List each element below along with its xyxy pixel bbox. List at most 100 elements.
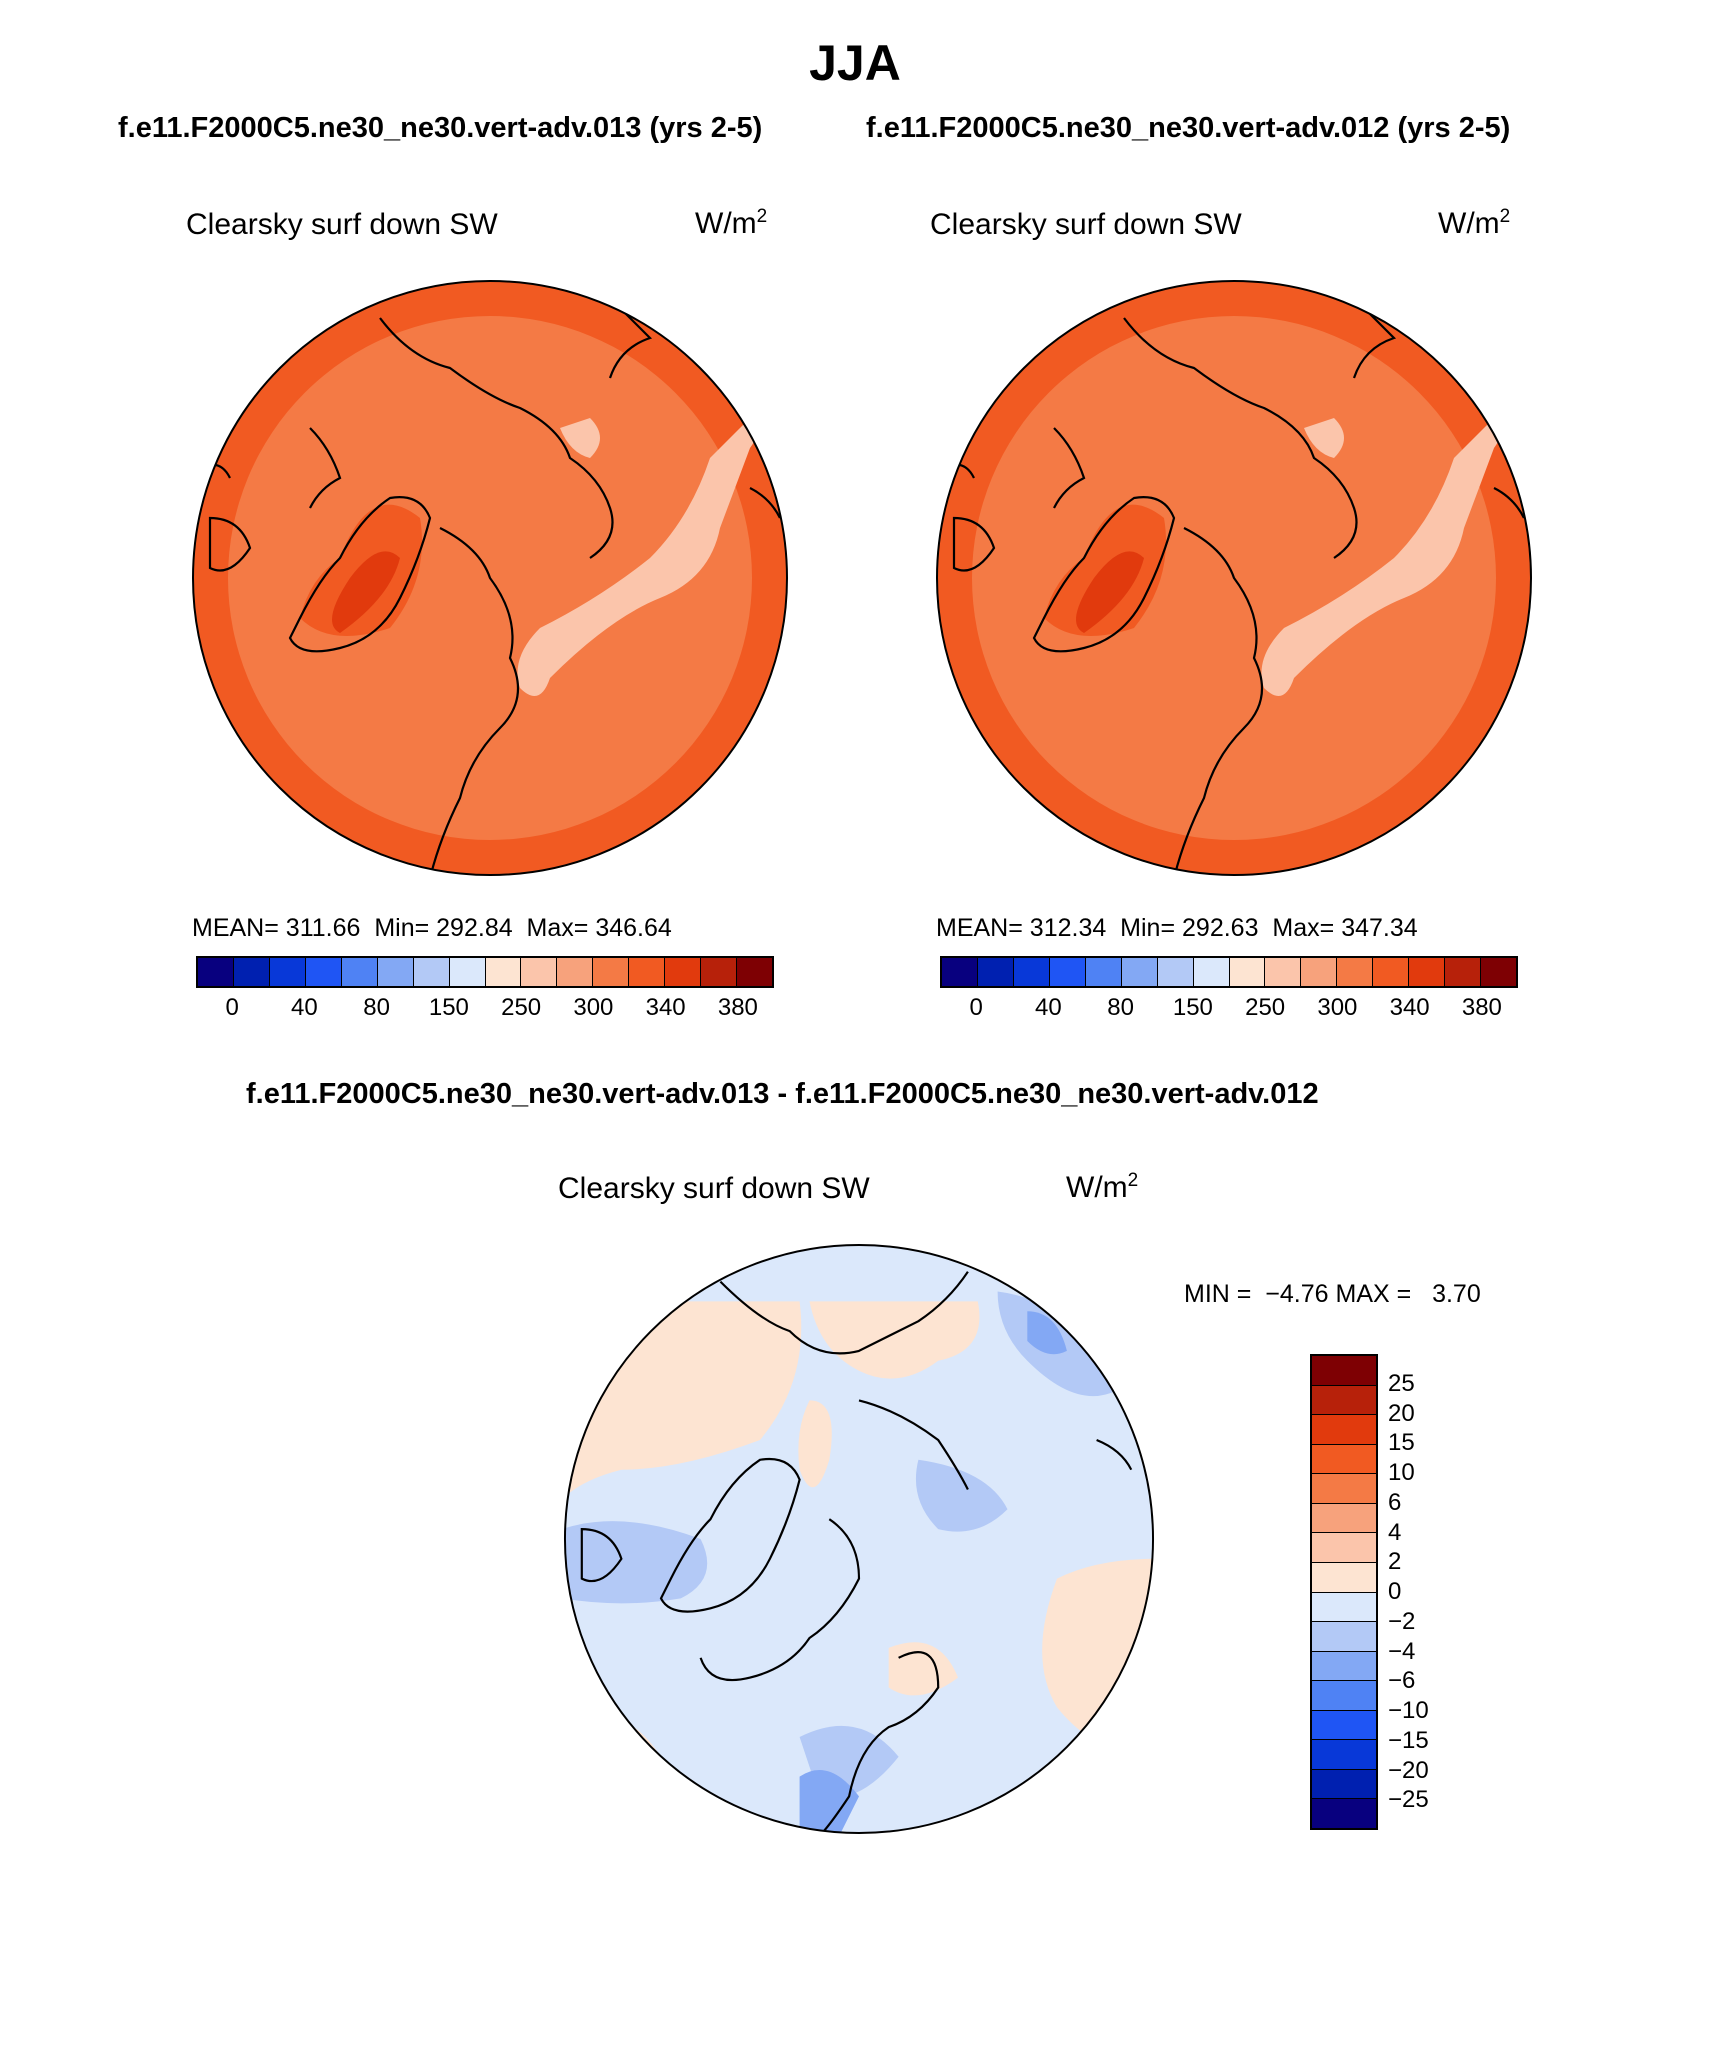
colorbar-panel2-tick-label: 40	[1035, 994, 1062, 1021]
colorbar-panel2-swatch	[1157, 958, 1194, 986]
colorbar-panel2-tick-label: 300	[1317, 994, 1358, 1021]
polar-map-case013	[192, 280, 788, 876]
colorbar-difference-swatch	[1312, 1740, 1376, 1770]
colorbar-panel2-swatch	[1013, 958, 1050, 986]
colorbar-difference-swatch	[1312, 1415, 1376, 1445]
diff-variable-label: Clearsky surf down SW	[558, 1172, 870, 1205]
colorbar-difference-swatch	[1312, 1474, 1376, 1504]
panel1-min-label: Min=	[374, 914, 430, 942]
colorbar-panel1	[196, 956, 774, 988]
diff-max-value: 3.70	[1432, 1280, 1481, 1308]
panel2-variable-label: Clearsky surf down SW	[930, 208, 1242, 241]
colorbar-panel1-swatch	[629, 958, 666, 986]
colorbar-panel2-swatch	[1445, 958, 1482, 986]
polar-map-difference	[563, 1243, 1155, 1835]
colorbar-panel1-tick-label: 0	[225, 994, 239, 1021]
colorbar-difference-tick-label: 4	[1388, 1518, 1402, 1546]
colorbar-difference-swatch	[1312, 1651, 1376, 1682]
diff-max-label: MAX =	[1335, 1280, 1412, 1308]
colorbar-panel1-tick-label: 380	[717, 994, 758, 1021]
colorbar-difference-tick-label: −20	[1388, 1756, 1429, 1784]
panel1-max-value: 346.64	[595, 914, 672, 942]
colorbar-difference-tick-label: 2	[1388, 1548, 1402, 1576]
colorbar-difference-tick-label: −10	[1388, 1697, 1429, 1724]
panel1-units-base: W/m	[695, 207, 757, 240]
colorbar-panel2-swatch	[1373, 958, 1410, 986]
left-case-subtitle: f.e11.F2000C5.ne30_ne30.vert-adv.013 (yr…	[118, 112, 763, 144]
colorbar-difference-tick-label: −4	[1388, 1637, 1416, 1665]
panel1-mean-label: MEAN=	[192, 914, 279, 942]
colorbar-difference-tick-label: 25	[1388, 1369, 1415, 1397]
panel2-min-value: 292.63	[1182, 914, 1259, 942]
diff-subtitle: f.e11.F2000C5.ne30_ne30.vert-adv.013 - f…	[246, 1078, 1319, 1110]
colorbar-difference-swatch	[1312, 1385, 1376, 1416]
panel2-max-value: 347.34	[1341, 914, 1418, 942]
colorbar-panel1-tick-label: 40	[291, 994, 318, 1021]
colorbar-panel1-swatch	[305, 958, 342, 986]
colorbar-panel1-tick-label: 300	[573, 994, 614, 1021]
colorbar-difference-swatch	[1312, 1681, 1376, 1711]
panel2-units: W/m2	[1438, 206, 1510, 241]
colorbar-difference-swatch	[1312, 1503, 1376, 1534]
colorbar-difference-swatch	[1312, 1710, 1376, 1741]
diff-minmax: MIN = −4.76 MAX = 3.70	[1184, 1280, 1481, 1309]
panel1-units: W/m2	[695, 206, 767, 241]
colorbar-panel1-swatch	[521, 958, 558, 986]
colorbar-difference-swatch	[1312, 1592, 1376, 1623]
colorbar-difference-tick-label: 20	[1388, 1399, 1415, 1427]
colorbar-panel1-swatch	[665, 958, 702, 986]
colorbar-panel2-swatch	[1301, 958, 1338, 986]
colorbar-panel1-swatch	[233, 958, 270, 986]
panel2-units-base: W/m	[1438, 207, 1500, 240]
colorbar-difference-tick-label: −2	[1388, 1607, 1416, 1635]
colorbar-panel2-swatch	[1193, 958, 1230, 986]
colorbar-panel2-swatch	[1481, 958, 1516, 986]
diff-min-value: −4.76	[1265, 1280, 1329, 1308]
diff-units-sup: 2	[1127, 1170, 1139, 1191]
diff-min-label: MIN =	[1184, 1280, 1252, 1308]
panel1-variable-label: Clearsky surf down SW	[186, 208, 498, 241]
right-case-subtitle: f.e11.F2000C5.ne30_ne30.vert-adv.012 (yr…	[866, 112, 1511, 144]
panel1-mean-value: 311.66	[285, 914, 361, 942]
colorbar-panel1-swatch	[701, 958, 738, 986]
colorbar-panel2-swatch	[1229, 958, 1266, 986]
polar-map-case012	[936, 280, 1532, 876]
colorbar-difference-ticks: 25 20 15 10 6 4 2 0 −2 −4 −6 −10 −15 −20 −25	[1388, 1354, 1468, 1830]
colorbar-panel1-tick-label: 250	[501, 994, 542, 1021]
panel1-units-sup: 2	[756, 206, 768, 227]
colorbar-panel1-swatch	[269, 958, 306, 986]
colorbar-panel2-swatch	[1337, 958, 1374, 986]
colorbar-panel2-swatch	[942, 958, 978, 986]
colorbar-panel2-ticks: 0 40 80 150 250 300 340 380	[940, 994, 1518, 1024]
colorbar-difference-swatch	[1312, 1533, 1376, 1563]
colorbar-difference-tick-label: 0	[1388, 1578, 1402, 1605]
colorbar-difference-tick-label: 6	[1388, 1488, 1402, 1516]
colorbar-panel2-tick-label: 340	[1389, 994, 1430, 1021]
colorbar-difference	[1310, 1354, 1378, 1830]
colorbar-difference-tick-label: −15	[1388, 1726, 1429, 1754]
colorbar-panel2	[940, 956, 1518, 988]
colorbar-panel2-swatch	[1121, 958, 1158, 986]
colorbar-panel2-swatch	[1085, 958, 1122, 986]
panel2-mean-value: 312.34	[1029, 914, 1107, 942]
colorbar-panel2-tick-label: 80	[1107, 994, 1134, 1021]
colorbar-panel2-tick-label: 0	[969, 994, 983, 1021]
diff-units-base: W/m	[1066, 1171, 1128, 1204]
panel2-mean-label: MEAN=	[936, 914, 1023, 942]
panel1-stats: MEAN= 311.66 Min= 292.84 Max= 346.64	[192, 914, 672, 943]
panel2-stats: MEAN= 312.34 Min= 292.63 Max= 347.34	[936, 914, 1418, 943]
colorbar-panel1-swatch	[377, 958, 414, 986]
colorbar-difference-tick-label: −25	[1388, 1786, 1429, 1814]
colorbar-panel2-swatch	[1265, 958, 1302, 986]
panel2-min-label: Min=	[1120, 914, 1176, 942]
colorbar-panel2-swatch	[1409, 958, 1446, 986]
colorbar-panel1-tick-label: 340	[645, 994, 686, 1021]
colorbar-panel1-swatch	[737, 958, 772, 986]
colorbar-panel2-tick-label: 150	[1172, 994, 1213, 1021]
colorbar-panel1-swatch	[485, 958, 522, 986]
colorbar-panel1-swatch	[449, 958, 486, 986]
colorbar-difference-tick-label: 15	[1388, 1429, 1415, 1457]
colorbar-difference-swatch	[1312, 1622, 1376, 1652]
colorbar-panel1-tick-label: 150	[428, 994, 469, 1021]
colorbar-panel1-swatch	[198, 958, 234, 986]
